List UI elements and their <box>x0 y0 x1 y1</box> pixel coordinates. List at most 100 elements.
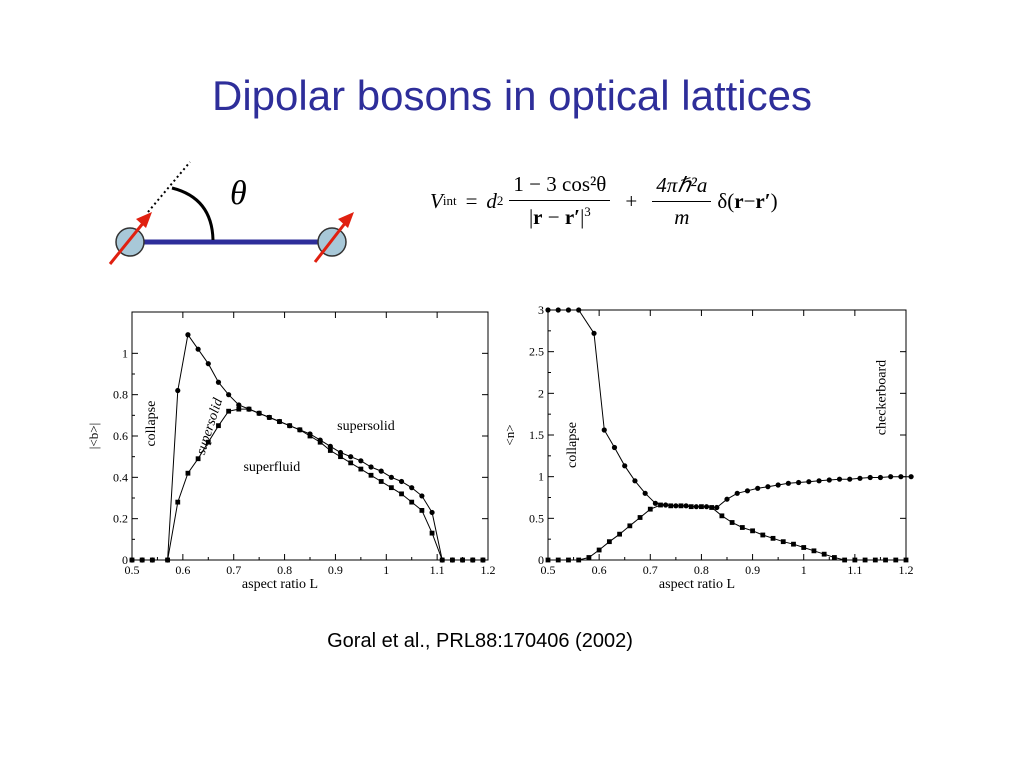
data-point-square <box>429 530 435 536</box>
y-tick-label: 2.5 <box>529 345 544 359</box>
data-point-square <box>872 557 878 563</box>
y-tick-label: 2 <box>538 386 544 400</box>
data-point-circle <box>226 392 232 398</box>
data-point-circle <box>888 474 894 480</box>
data-point-square <box>617 531 622 537</box>
data-point-square <box>480 557 486 563</box>
data-point-square <box>439 557 445 563</box>
data-point-square <box>606 539 612 545</box>
data-point-square <box>555 557 561 563</box>
y-tick-label: 0.6 <box>113 429 128 443</box>
data-point-square <box>699 504 704 510</box>
data-point-square <box>399 491 404 497</box>
dipole-axis-dotted <box>147 161 191 213</box>
data-point-square <box>185 470 191 476</box>
x-axis-label: aspect ratio L <box>659 577 735 592</box>
data-point-square <box>327 448 333 453</box>
y-tick-label: 0.2 <box>113 512 128 526</box>
data-point-circle <box>877 474 884 481</box>
y-tick-label: 0 <box>122 553 128 567</box>
data-point-square <box>862 557 868 563</box>
data-point-square <box>317 439 323 445</box>
x-tick-label: 0.8 <box>694 563 709 577</box>
dipole-arrowhead-right <box>338 212 354 228</box>
annotation-collapse: collapse <box>565 422 580 468</box>
data-point-square <box>678 503 684 509</box>
x-tick-label: 0.5 <box>125 563 140 577</box>
data-point-square <box>450 557 455 563</box>
eq-fraction-contact: 4πℏ²a m <box>652 173 712 230</box>
data-point-circle <box>409 485 415 491</box>
data-point-circle <box>545 307 551 313</box>
data-point-square <box>470 557 476 563</box>
data-point-square <box>883 557 888 563</box>
eq-den-minus: − <box>542 205 565 229</box>
data-point-square <box>770 535 776 541</box>
data-point-square <box>750 528 755 534</box>
eq-numerator-1: 1 − 3 cos²θ <box>509 172 611 201</box>
data-point-square <box>821 551 827 557</box>
eq-lhs: V <box>430 188 443 213</box>
data-point-square <box>647 506 653 512</box>
data-point-circle <box>205 361 211 367</box>
annotation-superfluid: superfluid <box>243 460 300 475</box>
data-point-square <box>596 547 602 553</box>
eq-delta-r: r <box>734 188 744 213</box>
data-point-square <box>668 503 674 509</box>
y-tick-label: 1 <box>122 346 128 360</box>
data-point-square <box>832 555 837 560</box>
data-point-square <box>195 456 201 462</box>
data-point-square <box>409 499 415 505</box>
data-point-circle <box>765 484 771 490</box>
data-point-circle <box>601 427 607 433</box>
data-point-circle <box>755 485 761 491</box>
x-tick-label: 0.6 <box>175 563 190 577</box>
data-point-square <box>903 557 909 563</box>
data-point-square <box>388 485 394 491</box>
eq-d: d <box>486 188 497 213</box>
data-point-square <box>246 406 252 412</box>
data-point-circle <box>847 476 853 482</box>
x-tick-label: 1.2 <box>481 563 496 577</box>
data-point-circle <box>826 477 832 483</box>
data-point-circle <box>398 478 405 485</box>
data-point-square <box>637 515 643 520</box>
y-tick-label: 0.8 <box>113 388 128 402</box>
data-point-circle <box>185 332 191 338</box>
data-point-circle <box>327 443 333 449</box>
eq-abs-open: | <box>528 205 534 229</box>
annotation-supersolid: supersolid <box>337 419 395 434</box>
data-point-square <box>586 555 592 560</box>
data-point-square <box>226 408 232 414</box>
data-point-square <box>368 472 374 478</box>
data-point-square <box>139 557 145 563</box>
data-point-circle <box>857 475 863 481</box>
data-point-circle <box>429 509 435 516</box>
eq-den-r: r <box>533 205 543 229</box>
eq-denominator-2: m <box>674 204 690 229</box>
annotation-supersolid: supersolid <box>194 396 227 457</box>
chart-order-parameter: 0.5 0.6 0.7 0.8 0.9 1 1.1 1.2 0 0.2 0.4 0.6 0.8 1 aspe… <box>86 311 496 592</box>
eq-den-rprime: r′ <box>564 205 581 229</box>
data-point-square <box>287 423 293 429</box>
data-point-circle <box>368 464 374 470</box>
data-point-circle <box>337 449 344 456</box>
data-point-circle <box>867 474 873 481</box>
eq-delta-minus: − <box>743 188 756 213</box>
x-tick-label: 1.1 <box>430 563 445 577</box>
eq-fraction-dipolar: 1 − 3 cos²θ |r − r′|3 <box>509 172 611 230</box>
dipole-arrow-left <box>108 221 146 265</box>
data-point-square <box>842 557 848 563</box>
data-point-circle <box>632 478 638 484</box>
data-point-circle <box>565 307 572 313</box>
data-point-circle <box>724 496 730 502</box>
annotation-checkerboard: checkerboard <box>875 360 890 435</box>
data-point-circle <box>775 482 781 488</box>
data-point-square <box>338 454 343 460</box>
data-point-square <box>460 557 465 563</box>
data-point-square <box>149 557 155 563</box>
annotation-collapse: collapse <box>144 401 159 447</box>
dipole-diagram: θ <box>108 161 354 265</box>
data-point-square <box>709 505 715 510</box>
slide-title: Dipolar bosons in optical lattices <box>212 72 812 119</box>
